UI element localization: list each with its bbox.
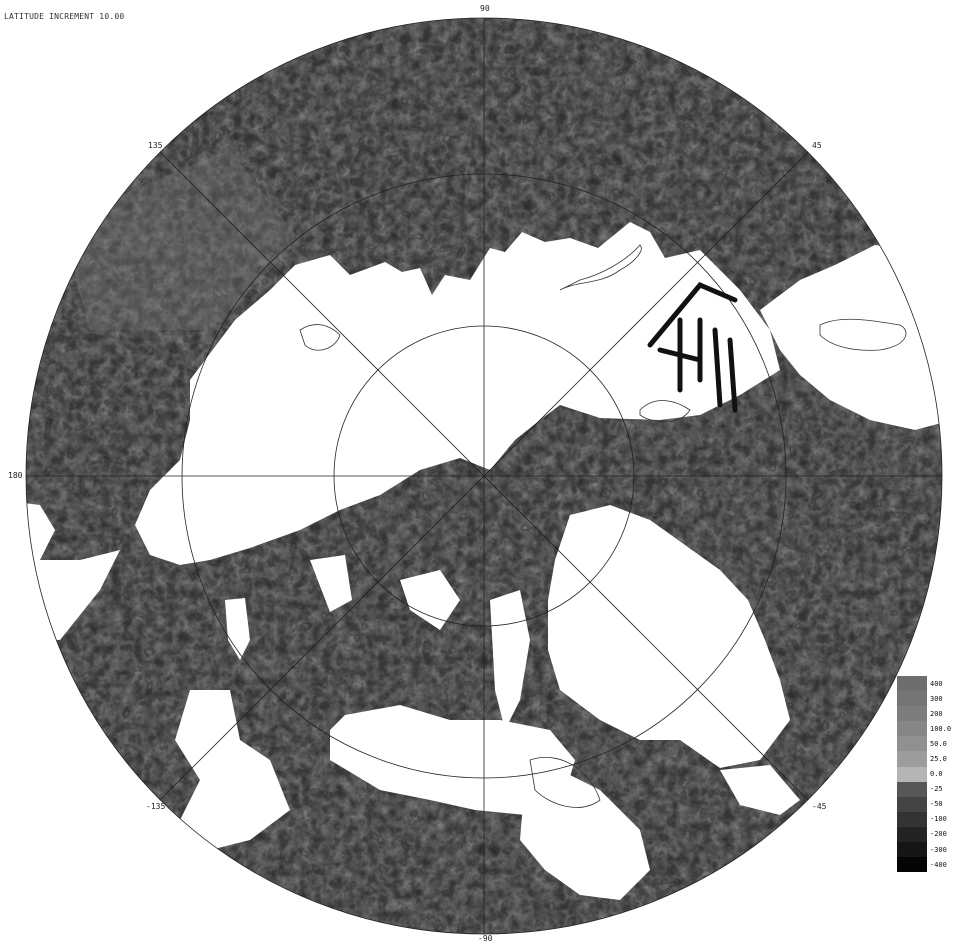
lon-label-90: 90 [480,4,490,13]
coastlines [299,244,907,808]
legend-swatch [897,842,927,858]
legend-swatch [897,676,927,692]
legend-row: 100.0 [897,721,953,737]
legend-row: 200 [897,706,953,722]
legend-swatch [897,691,927,707]
ship-tracks [647,281,738,413]
legend-swatch [897,811,927,827]
legend-row: 400 [897,676,953,692]
legend-label: 25.0 [930,755,947,764]
legend-swatch [897,751,927,767]
legend-row: -400 [897,857,953,873]
graticule [25,17,943,935]
legend-row: 25.0 [897,751,953,767]
meridian-45 [159,151,809,801]
legend-row: 300 [897,691,953,707]
plot-header: LATITUDE INCREMENT 10.00 [4,3,124,21]
legend-label: 50.0 [930,739,947,748]
legend-row: -25 [897,781,953,797]
legend-swatch [897,826,927,843]
legend-swatch [897,781,927,797]
lon-label-45: 45 [812,141,822,150]
legend-label: 100.0 [930,724,952,733]
legend-label: -25 [930,785,943,794]
legend-label: -400 [930,860,947,869]
legend-label: -100 [930,815,947,824]
lon-label-minus-90: -90 [478,934,493,943]
legend-label: 300 [930,694,943,703]
legend-row: 50.0 [897,736,953,752]
legend-swatch [897,796,927,812]
legend-swatch [897,721,927,737]
legend-label: -50 [930,800,943,809]
lon-label-135: 135 [148,141,163,150]
legend-row: -100 [897,811,953,827]
lon-label-180: 180 [8,471,23,480]
legend-row: -300 [897,842,953,858]
lon-label-minus-135: -135 [146,802,166,811]
elevation-legend: 400 300 200 100.0 50.0 25.0 0.0 -25 -50 -100 -200 -… [897,676,953,873]
legend-row: 0.0 [897,766,953,782]
legend-row: -200 [897,826,953,843]
legend-swatch [897,766,927,782]
legend-swatch [897,736,927,752]
legend-label: 200 [930,709,943,718]
lon-label-minus-45: -45 [812,802,827,811]
legend-label: -300 [930,845,947,854]
legend-label: 400 [930,679,943,688]
latitude-increment-label: LATITUDE INCREMENT 10.00 [4,12,125,21]
legend-label: 0.0 [930,770,943,779]
legend-swatch [897,706,927,722]
legend-swatch [897,857,927,873]
legend-label: -200 [930,830,947,839]
legend-row: -50 [897,796,953,812]
